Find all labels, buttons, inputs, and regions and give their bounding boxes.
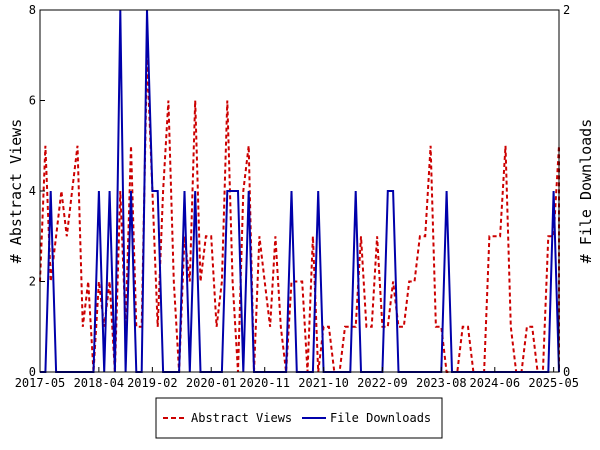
x-tick-label: 2022-09 [357, 376, 408, 390]
left-tick-label: 0 [29, 365, 36, 379]
left-tick-label: 8 [29, 3, 36, 17]
right-tick-label: 2 [563, 3, 570, 17]
x-tick-label: 2024-06 [470, 376, 521, 390]
right-axis-label: # File Downloads [577, 119, 595, 264]
left-tick-label: 2 [29, 275, 36, 289]
x-tick-label: 2023-08 [416, 376, 467, 390]
x-tick-label: 2019-02 [127, 376, 178, 390]
x-tick-label: 2025-05 [528, 376, 579, 390]
right-tick-label: 0 [563, 365, 570, 379]
legend-label-abstract-views: Abstract Views [191, 411, 292, 425]
x-tick-label: 2018-04 [74, 376, 125, 390]
axis-layer: 0 2 4 6 8 0 2 2017-05 2018-04 2019-02 2020-01 2020-… [15, 3, 579, 390]
legend-box [155, 397, 443, 439]
x-tick-label: 2017-05 [15, 376, 66, 390]
left-tick-label: 6 [29, 94, 36, 108]
left-axis-label: # Abstract Views [7, 119, 25, 264]
x-tick-label: 2021-10 [298, 376, 349, 390]
series-line-file-downloads [40, 9, 560, 373]
legend: Abstract Views File Downloads [155, 397, 443, 439]
x-tick-label: 2020-01 [186, 376, 237, 390]
legend-label-file-downloads: File Downloads [330, 411, 431, 425]
x-tick-label: 2020-11 [239, 376, 290, 390]
series-layer [39, 9, 560, 373]
left-tick-label: 4 [29, 184, 36, 198]
